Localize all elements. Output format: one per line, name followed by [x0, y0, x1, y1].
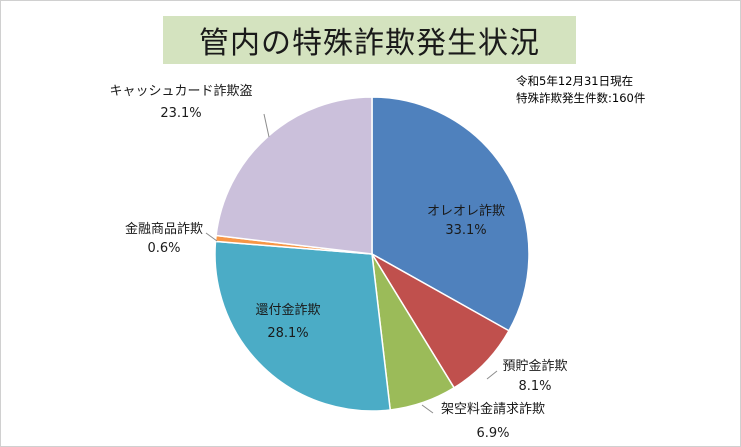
chart-title: 管内の特殊詐欺発生状況: [199, 26, 540, 61]
slice-value-label-5: 23.1%: [160, 106, 201, 121]
pie-slice-5: [215, 96, 373, 255]
slice-name-label-1: 預貯金詐欺: [502, 358, 567, 374]
leader-line-5: [263, 113, 270, 138]
slice-name-label-5: キャッシュカード詐欺盗: [109, 83, 252, 99]
note-date: 令和5年12月31日現在: [516, 74, 634, 88]
slice-value-label-3: 28.1%: [267, 326, 308, 341]
slice-value-label-1: 8.1%: [518, 379, 551, 394]
slice-name-label-4: 金融商品詐欺: [125, 221, 203, 237]
slice-name-label-3: 還付金詐欺: [255, 302, 320, 318]
leader-line-1: [486, 370, 498, 380]
leader-line-4: [205, 232, 218, 242]
chart-title-box: 管内の特殊詐欺発生状況: [163, 16, 576, 64]
slice-value-label-4: 0.6%: [147, 241, 180, 256]
slice-name-label-0: オレオレ詐欺: [427, 203, 505, 219]
pie-slice-3: [214, 240, 392, 412]
note-count: 特殊詐欺発生件数:160件: [516, 91, 646, 105]
leader-line-2: [421, 404, 434, 414]
slice-value-label-0: 33.1%: [445, 223, 486, 238]
pie-slice-0: [371, 96, 530, 332]
slice-name-label-2: 架空料金請求詐欺: [441, 401, 545, 417]
slice-value-label-2: 6.9%: [476, 426, 509, 441]
